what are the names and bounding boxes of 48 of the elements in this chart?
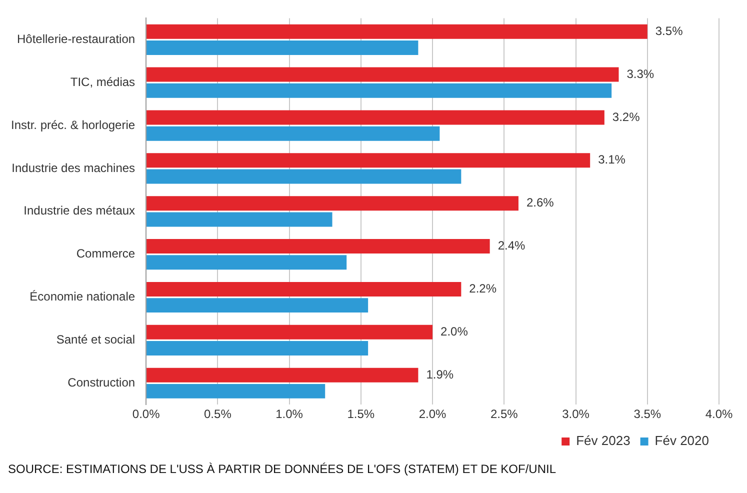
y-tick-label: Industrie des machines <box>12 160 136 175</box>
x-tick-label: 3.0% <box>562 407 590 422</box>
y-tick-label: Construction <box>68 375 136 390</box>
bar <box>146 196 518 211</box>
data-label: 2.4% <box>498 238 526 253</box>
bar <box>146 126 440 141</box>
bar <box>146 324 433 340</box>
bar <box>146 341 368 356</box>
legend-label: Fév 2020 <box>654 433 709 448</box>
data-label: 3.2% <box>612 110 640 124</box>
x-tick-label: 2.0% <box>418 407 447 422</box>
bar <box>146 384 326 398</box>
bar <box>146 282 462 296</box>
bar <box>146 368 418 382</box>
x-tick-label: 0.5% <box>204 407 232 422</box>
y-tick-label: Santé et social <box>56 332 136 347</box>
y-tick-label: Hôtellerie-restauration <box>17 32 136 46</box>
bar <box>146 239 490 254</box>
data-label: 3.3% <box>626 66 654 81</box>
y-tick-label: Économie nationale <box>30 290 136 304</box>
bar <box>146 67 619 82</box>
bar <box>146 24 648 39</box>
x-tick-label: 3.5% <box>634 407 662 422</box>
data-label: 3.5% <box>655 24 684 38</box>
x-tick-label: 1.5% <box>347 407 375 422</box>
legend-label: Fév 2023 <box>576 433 630 448</box>
data-label: 1.9% <box>426 367 454 382</box>
source-note: SOURCE: ESTIMATIONS DE L'USS À PARTIR DE DONNÉES DE L'OFS (STATEM) ET DE KOF/UNIL <box>8 462 557 476</box>
bar <box>146 212 332 227</box>
data-label: 2.2% <box>469 282 497 296</box>
y-tick-label: Commerce <box>76 246 136 261</box>
bar <box>146 110 604 125</box>
y-tick-label: TIC, médias <box>70 74 136 89</box>
bar <box>146 298 368 313</box>
y-tick-label: Instr. préc. & horlogerie <box>11 118 136 132</box>
x-tick-label: 4.0% <box>705 407 733 422</box>
x-tick-label: 2.5% <box>490 407 518 422</box>
bar <box>146 153 590 168</box>
data-label: 2.6% <box>526 196 554 210</box>
bar <box>146 40 418 55</box>
x-tick-label: 1.0% <box>276 407 304 422</box>
x-tick-label: 0.0% <box>132 407 160 422</box>
data-label: 2.0% <box>440 324 468 338</box>
y-tick-label: Industrie des métaux <box>24 204 136 218</box>
bar <box>146 169 462 184</box>
bar <box>146 83 612 98</box>
data-label: 3.1% <box>598 152 626 167</box>
bar <box>146 255 347 270</box>
